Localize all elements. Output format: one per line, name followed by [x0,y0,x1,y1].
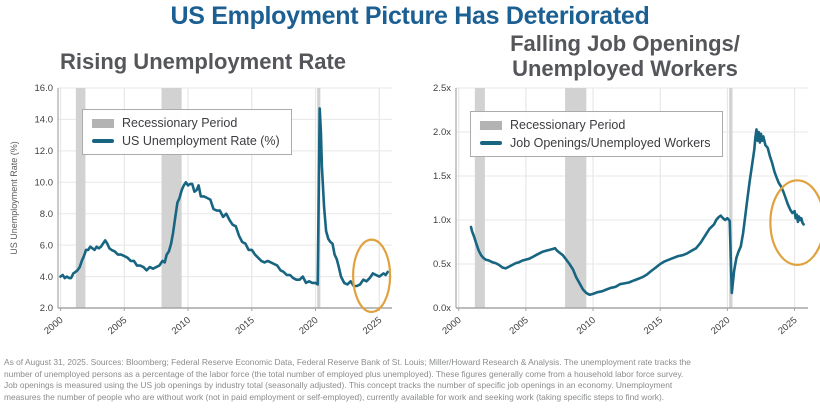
footnote-line: measures the number of people who are wi… [4,391,665,402]
svg-text:2025: 2025 [361,315,384,337]
svg-text:8.0: 8.0 [40,209,53,220]
svg-text:US Unemployment Rate (%): US Unemployment Rate (%) [9,141,19,255]
svg-text:14.0: 14.0 [35,115,54,126]
svg-text:2.0x: 2.0x [433,127,451,138]
legend-row-recession: Recessionary Period [92,116,280,130]
series-line-swatch [92,139,114,143]
svg-text:2.0: 2.0 [40,303,53,314]
svg-text:2010: 2010 [170,315,193,337]
svg-text:4.0: 4.0 [40,272,53,283]
svg-text:0.5x: 0.5x [433,259,451,270]
legend-label: US Unemployment Rate (%) [122,134,280,148]
footnote: As of August 31, 2025. Sources: Bloomber… [4,357,816,403]
legend-label: Job Openings/Unemployed Workers [510,136,711,150]
svg-text:12.0: 12.0 [35,146,54,157]
footnote-line: Job openings is measured using the US jo… [4,380,673,391]
svg-text:2025: 2025 [776,315,799,337]
footnote-line: number of unemployed persons as a percen… [4,368,684,379]
legend-row-series: Job Openings/Unemployed Workers [480,136,711,150]
right-chart-title: Falling Job Openings/ Unemployed Workers [440,31,810,81]
svg-text:2020: 2020 [709,315,732,337]
left-chart-title: Rising Unemployment Rate [18,49,388,75]
svg-text:0.0x: 0.0x [433,303,451,314]
svg-text:2005: 2005 [508,315,531,337]
svg-text:6.0: 6.0 [40,240,53,251]
recession-band-swatch [480,120,502,130]
legend-label: Recessionary Period [510,118,626,132]
recession-band-swatch [92,118,114,128]
left-chart-title-text: Rising Unemployment Rate [59,49,347,74]
legend-label: Recessionary Period [122,116,238,130]
svg-text:1.5x: 1.5x [433,171,451,182]
svg-text:2015: 2015 [233,315,256,337]
right-chart-title-line1: Falling Job Openings/ [510,31,740,56]
left-legend: Recessionary Period US Unemployment Rate… [82,109,292,155]
series-line-swatch [480,141,502,145]
main-title: US Employment Picture Has Deteriorated [170,2,650,30]
svg-text:1.0x: 1.0x [433,215,451,226]
legend-row-series: US Unemployment Rate (%) [92,134,280,148]
footnote-line: As of August 31, 2025. Sources: Bloomber… [4,357,691,367]
svg-text:2010: 2010 [575,315,598,337]
svg-text:2000: 2000 [42,315,65,337]
svg-text:10.0: 10.0 [35,177,54,188]
svg-text:16.0: 16.0 [35,83,54,94]
svg-text:2020: 2020 [297,315,320,337]
svg-text:2015: 2015 [642,315,665,337]
legend-row-recession: Recessionary Period [480,118,711,132]
svg-text:2000: 2000 [440,315,463,337]
right-legend: Recessionary Period Job Openings/Unemplo… [470,111,723,157]
right-chart-title-line2: Unemployed Workers [512,55,738,81]
svg-text:2005: 2005 [106,315,129,337]
svg-text:2.5x: 2.5x [433,83,451,94]
